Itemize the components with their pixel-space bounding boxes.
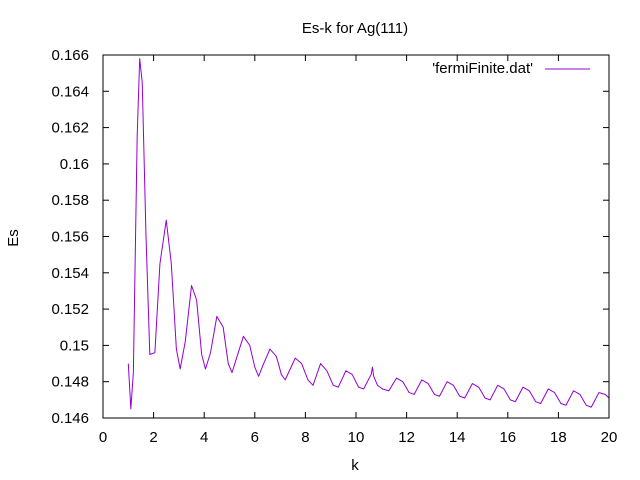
x-tick-label: 4	[200, 429, 208, 446]
x-tick-label: 6	[251, 429, 259, 446]
x-tick-label: 20	[601, 429, 618, 446]
x-tick-label: 12	[398, 429, 415, 446]
x-tick-label: 0	[99, 429, 107, 446]
series-line	[127, 58, 610, 410]
y-tick-label: 0.152	[51, 301, 89, 318]
y-tick-label: 0.148	[51, 374, 89, 391]
legend: 'fermiFinite.dat'	[432, 60, 590, 77]
x-tick-label: 10	[348, 429, 365, 446]
y-tick-label: 0.164	[51, 83, 89, 100]
x-tick-label: 8	[301, 429, 309, 446]
y-tick-label: 0.166	[51, 47, 89, 64]
y-tick-label: 0.154	[51, 265, 89, 282]
y-tick-label: 0.162	[51, 120, 89, 137]
x-axis-label: k	[351, 457, 359, 474]
y-tick-label: 0.16	[60, 156, 89, 173]
legend-label: 'fermiFinite.dat'	[432, 60, 533, 77]
y-tick-label: 0.156	[51, 229, 89, 246]
x-tick-label: 14	[449, 429, 466, 446]
axis-ticks-group: 0 2 4 6 8 10 12 14 16 18 20 0.146 0.148 0.15 0.152 0.15…	[51, 47, 617, 446]
y-axis-label: Es	[5, 229, 22, 247]
plot-frame	[102, 54, 610, 419]
series-group	[127, 58, 610, 410]
y-tick-label: 0.15	[60, 337, 89, 354]
y-tick-label: 0.158	[51, 192, 89, 209]
x-tick-label: 18	[550, 429, 567, 446]
x-tick-label: 16	[499, 429, 516, 446]
chart-title: Es-k for Ag(111)	[302, 20, 408, 37]
y-tick-label: 0.146	[51, 410, 89, 427]
x-tick-label: 2	[149, 429, 157, 446]
